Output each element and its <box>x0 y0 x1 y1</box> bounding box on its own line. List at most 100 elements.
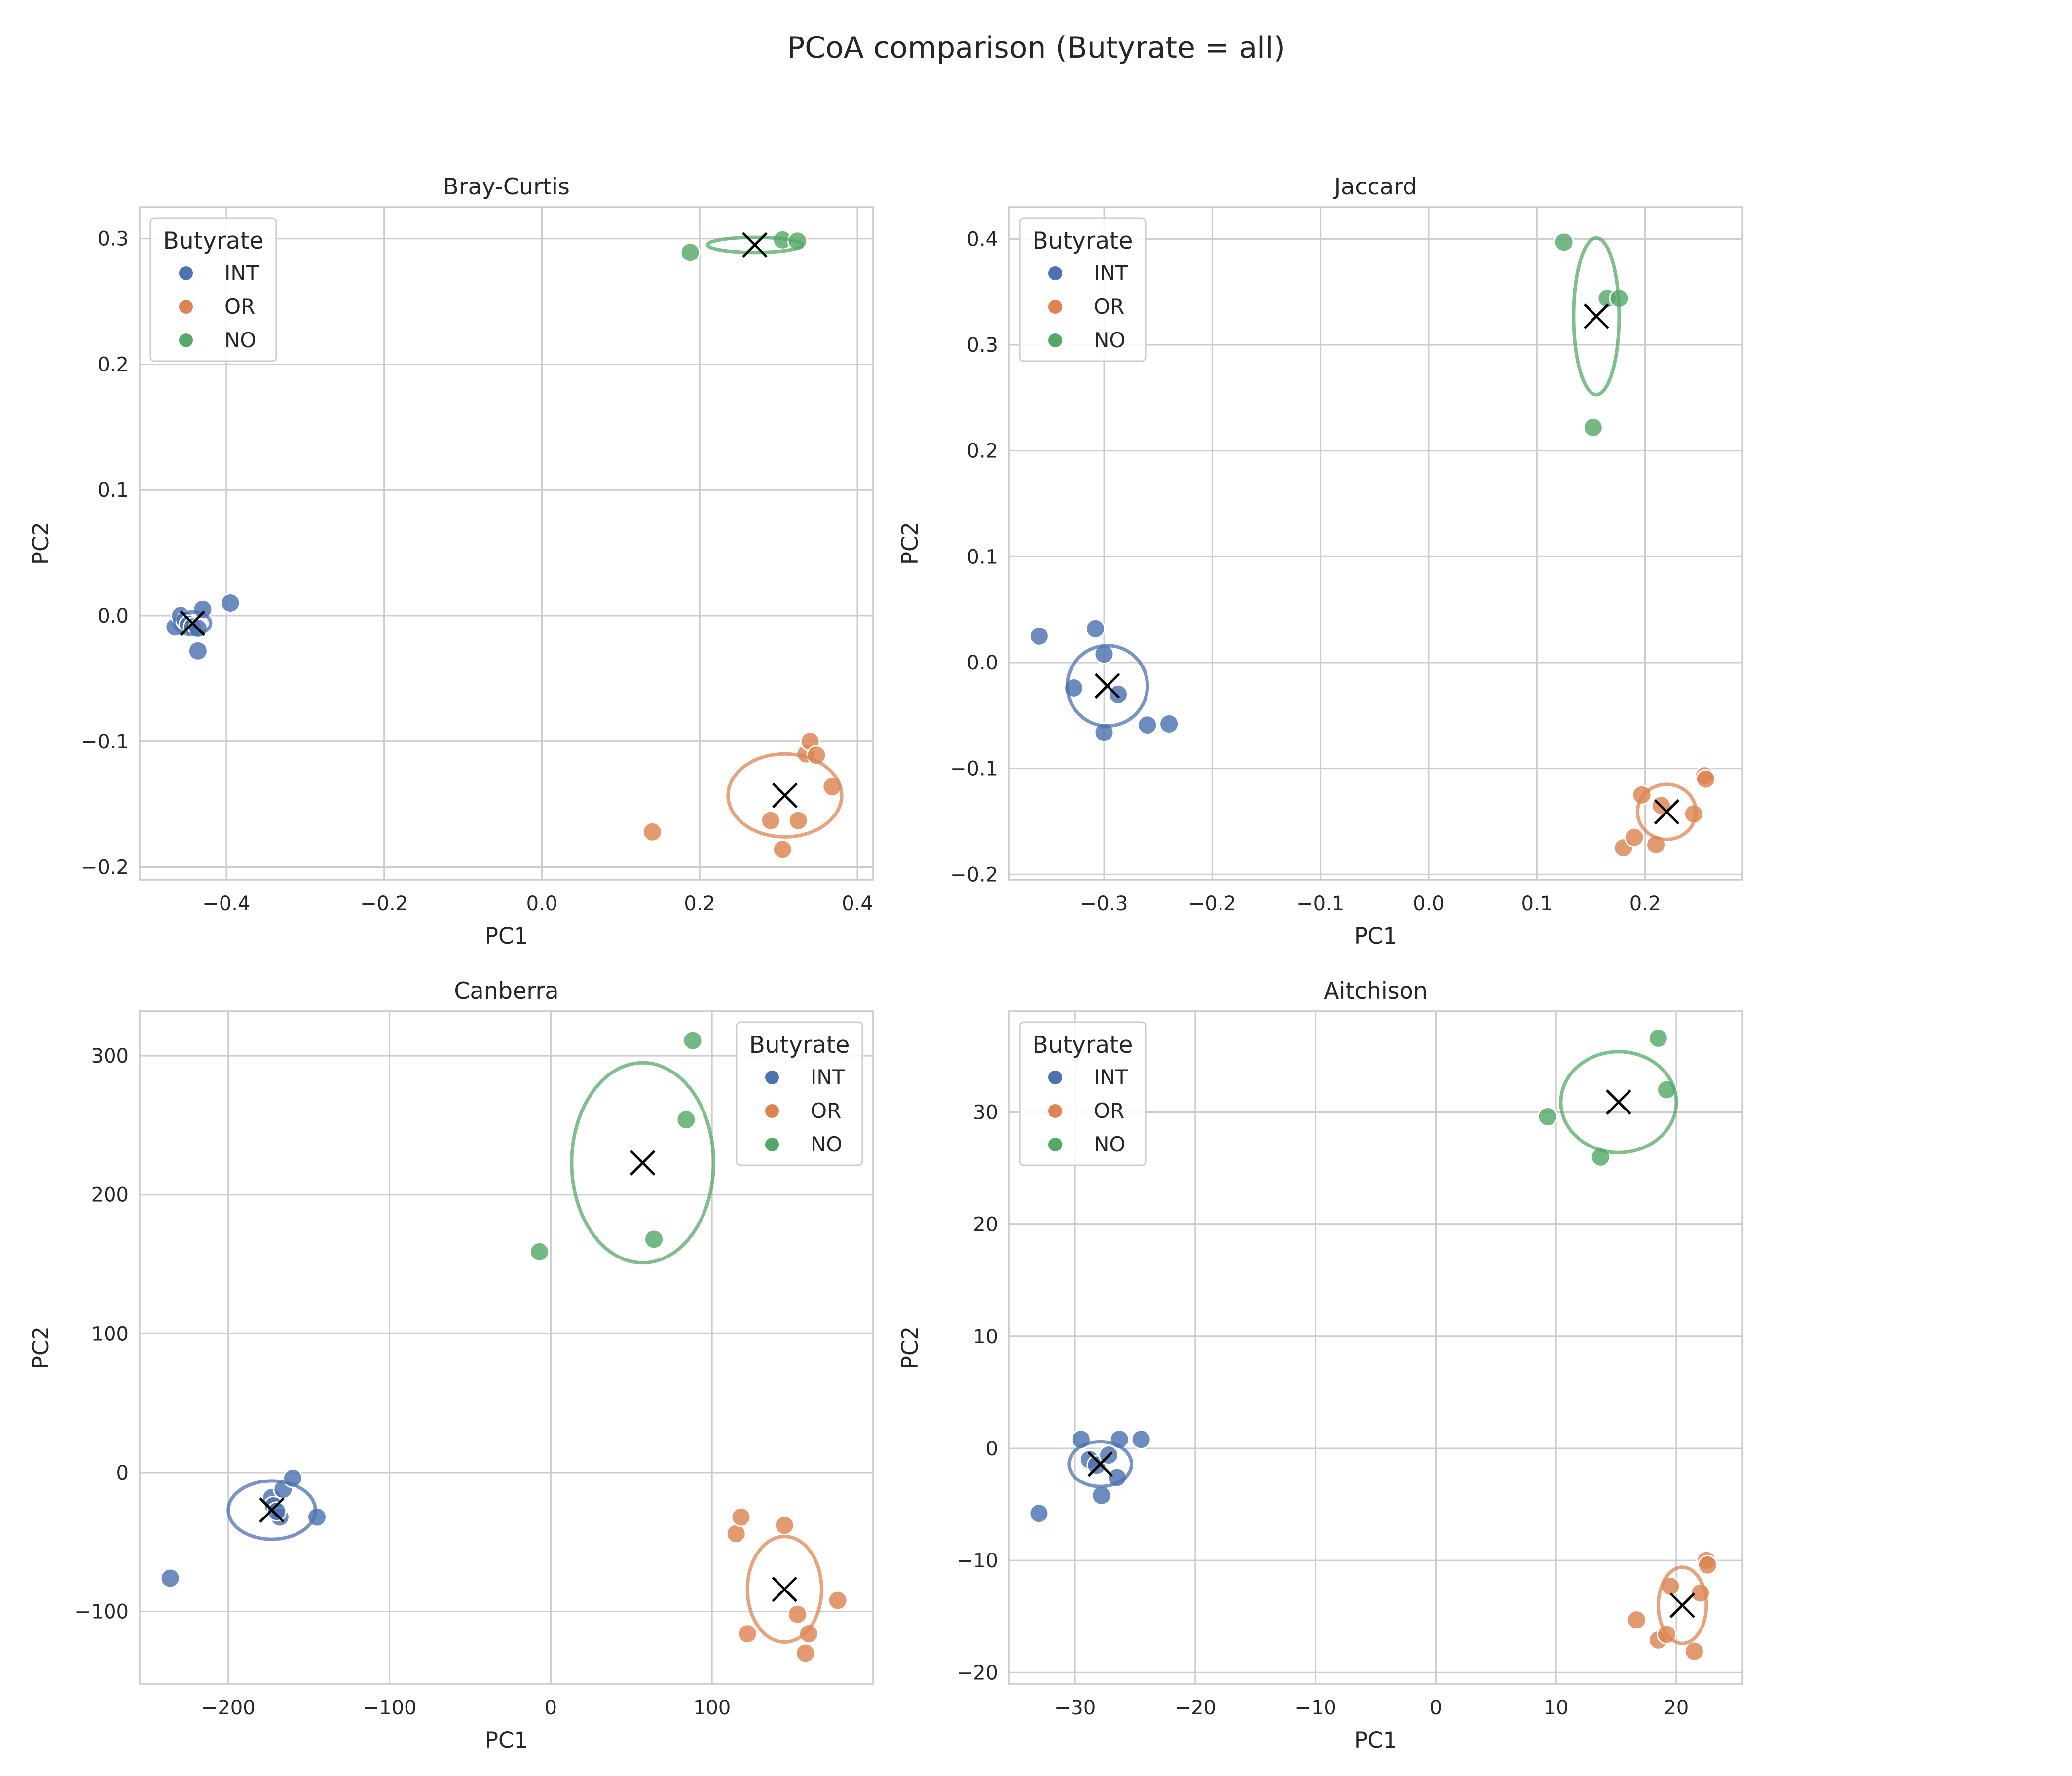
y-tick-label: 0 <box>116 1462 129 1484</box>
scatter-point-int <box>1091 1485 1112 1506</box>
scatter-point-or <box>1684 1641 1704 1662</box>
scatter-point-no <box>1554 232 1574 253</box>
legend-title: Butyrate <box>749 1032 850 1059</box>
legend-marker-int <box>179 266 193 280</box>
legend-marker-int <box>765 1071 779 1084</box>
y-tick-label: 100 <box>91 1323 129 1345</box>
scatter-point-or <box>737 1624 758 1644</box>
subplot-title: Aitchison <box>1324 977 1428 1004</box>
scatter-point-int <box>187 640 208 661</box>
y-tick-label: 0.1 <box>966 546 998 568</box>
x-tick-label: −0.2 <box>1188 892 1236 915</box>
scatter-point-or <box>772 839 793 860</box>
scatter-point-no <box>682 1030 703 1051</box>
centroid-marker-or <box>1669 1592 1695 1618</box>
legend-entry-or: OR <box>811 1099 841 1123</box>
scatter-point-int <box>1137 715 1158 736</box>
scatter-point-or <box>1695 769 1716 789</box>
x-tick-label: 0.2 <box>1629 892 1661 915</box>
scatter-point-int <box>1159 713 1180 734</box>
legend-entry-int: INT <box>1094 261 1128 285</box>
x-tick-label: −0.1 <box>1296 892 1344 915</box>
y-tick-label: 0.2 <box>966 440 998 463</box>
scatter-point-int <box>1131 1429 1151 1450</box>
centroid-marker-or <box>1654 799 1680 825</box>
x-tick-label: 0 <box>545 1697 557 1719</box>
legend-entry-int: INT <box>224 261 259 285</box>
plot-area <box>1029 1028 1718 1662</box>
x-tick-label: −20 <box>1175 1697 1216 1719</box>
x-tick-label: −30 <box>1054 1697 1096 1719</box>
y-axis-label: PC2 <box>897 522 923 565</box>
subplot-title: Canberra <box>454 977 558 1004</box>
confidence-ellipse-no <box>570 1061 715 1265</box>
scatter-point-or <box>760 810 781 831</box>
centroid-marker-int <box>180 610 205 636</box>
x-tick-label: 100 <box>693 1697 731 1719</box>
legend-entry-int: INT <box>811 1065 845 1089</box>
y-tick-label: −0.2 <box>81 856 129 879</box>
x-tick-label: −100 <box>363 1697 417 1719</box>
legend: Butyrate INT OR NO <box>1019 1021 1147 1166</box>
y-tick-label: 0.3 <box>966 334 998 357</box>
legend-box <box>736 1021 863 1166</box>
plot-area <box>165 229 844 860</box>
x-tick-label: −0.2 <box>360 892 408 915</box>
centroid-marker-no <box>1606 1089 1631 1115</box>
y-tick-label: 0.3 <box>97 228 129 251</box>
x-tick-label: −0.3 <box>1080 892 1128 915</box>
y-axis-label: PC2 <box>897 1326 923 1369</box>
legend-box <box>1019 217 1147 362</box>
legend-entry-or: OR <box>1094 295 1124 319</box>
scatter-point-or <box>787 1604 808 1625</box>
scatter-point-int <box>1029 626 1049 646</box>
legend: Butyrate INT OR NO <box>1019 217 1147 362</box>
confidence-ellipse-int <box>226 1479 317 1541</box>
legend-marker-no <box>765 1138 779 1151</box>
scatter-point-int <box>192 599 213 620</box>
legend-marker-int <box>1048 266 1062 280</box>
figure-title: PCoA comparison (Butyrate = all) <box>787 31 1285 65</box>
scatter-point-int <box>220 593 241 614</box>
scatter-point-no <box>1583 417 1603 438</box>
y-tick-label: −10 <box>957 1550 998 1572</box>
legend-entry-no: NO <box>811 1132 842 1156</box>
confidence-ellipse-or <box>745 1534 823 1644</box>
legend-marker-or <box>179 300 193 314</box>
y-tick-label: −0.1 <box>950 758 998 780</box>
scatter-point-or <box>795 1643 816 1664</box>
scatter-point-no <box>1537 1107 1558 1127</box>
x-tick-label: 0.2 <box>684 892 715 915</box>
y-tick-label: −0.2 <box>950 863 998 886</box>
x-tick-label: 0.4 <box>842 892 873 915</box>
centroid-marker-int <box>1087 1451 1113 1477</box>
confidence-ellipse-no <box>1559 1050 1678 1154</box>
confidence-ellipse-no <box>705 235 804 255</box>
confidence-ellipse-or <box>1656 1565 1708 1645</box>
y-tick-label: 0.1 <box>97 479 129 502</box>
scatter-point-no <box>529 1241 550 1262</box>
legend-title: Butyrate <box>1033 1032 1133 1059</box>
centroid-marker-no <box>629 1150 656 1176</box>
scatter-point-or <box>798 1624 819 1644</box>
plot-area <box>160 1030 848 1664</box>
scatter-point-int <box>266 1501 287 1522</box>
x-tick-label: 0.1 <box>1521 892 1553 915</box>
axes-frame <box>139 206 874 881</box>
x-tick-label: 20 <box>1664 1697 1689 1719</box>
y-tick-label: 200 <box>91 1184 129 1207</box>
scatter-point-or <box>1624 827 1645 848</box>
x-tick-label: −10 <box>1295 1697 1336 1719</box>
x-axis-label: PC1 <box>1354 1727 1397 1753</box>
scatter-point-or <box>731 1507 751 1527</box>
y-axis-label: PC2 <box>28 1326 54 1369</box>
scatter-point-int <box>160 1568 181 1589</box>
x-tick-label: −200 <box>201 1697 256 1719</box>
scatter-point-or <box>827 1590 848 1611</box>
legend-entry-no: NO <box>224 328 256 352</box>
x-tick-label: 0.0 <box>1413 892 1444 915</box>
legend-box <box>1019 1021 1147 1166</box>
x-tick-label: 10 <box>1544 1697 1569 1719</box>
scatter-point-or <box>774 1515 795 1536</box>
